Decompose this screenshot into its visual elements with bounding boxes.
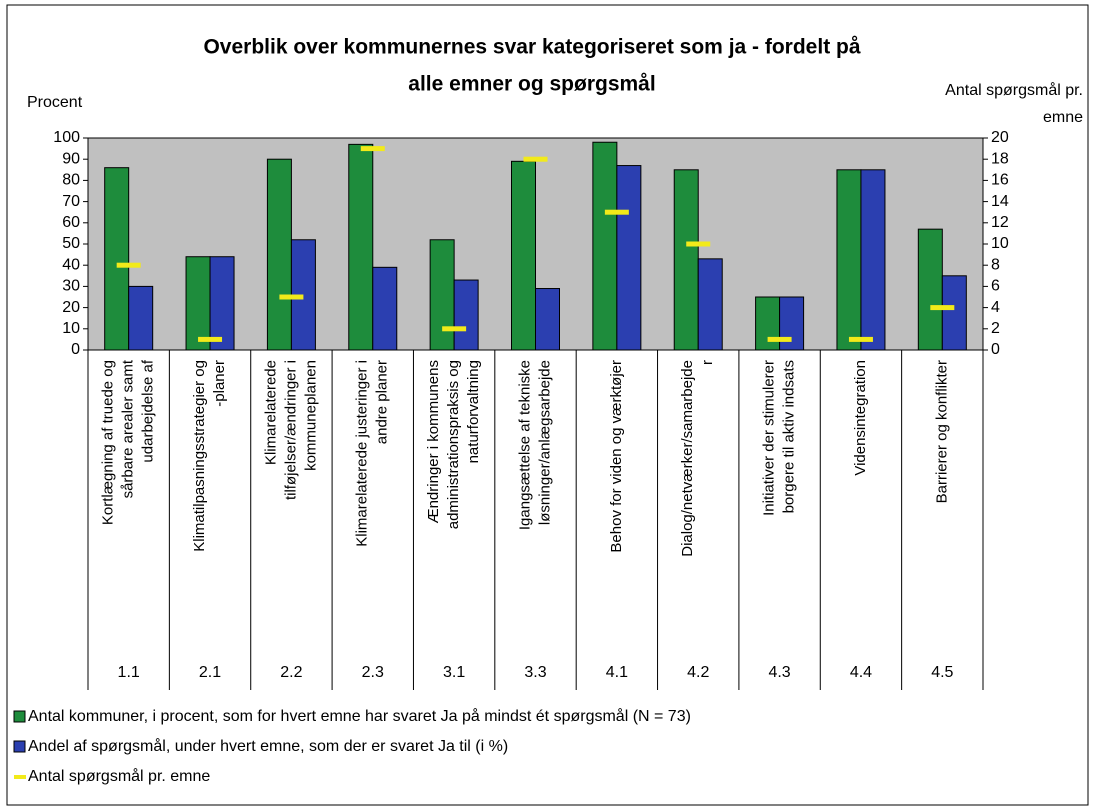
- bar: [128, 285, 154, 351]
- y-tick-label: 70: [62, 193, 80, 210]
- chart-title: Overblik over kommunernes svar kategoris…: [203, 36, 860, 59]
- legend-swatch: [14, 775, 26, 779]
- x-tick-label: Barrierer og konflikter: [933, 360, 950, 503]
- x-tick-label: Igangsættelse af tekniske: [516, 360, 533, 530]
- x-tick-label: -planer: [211, 360, 228, 407]
- y2-tick-label: 6: [991, 278, 1000, 295]
- y2-tick-label: 10: [991, 235, 1009, 252]
- bar: [209, 256, 235, 351]
- value-marker: [848, 336, 873, 342]
- x-tick-label: Behov for viden og værktøjer: [608, 360, 625, 553]
- x-tick-label: Kortlægning af truede og: [100, 360, 117, 525]
- bar: [266, 158, 292, 351]
- x-tick-label: r: [699, 360, 716, 365]
- y-tick-label: 0: [71, 341, 80, 358]
- y-tick-label: 10: [62, 320, 80, 337]
- bar: [453, 279, 479, 351]
- chart-title: alle emner og spørgsmål: [408, 73, 655, 96]
- category-code: 2.3: [362, 664, 384, 681]
- y2-tick-label: 0: [991, 341, 1000, 358]
- x-tick-label: Klimatilpasningsstrategier og: [191, 360, 208, 552]
- y2-tick-label: 4: [991, 299, 1000, 316]
- x-tick-label: Ændringer i kommunens: [425, 360, 442, 523]
- y2-tick-label: 2: [991, 320, 1000, 337]
- x-tick-label: løsninger/anlægsarbejde: [536, 360, 553, 525]
- x-tick-label: Vidensintegration: [852, 360, 869, 476]
- value-marker: [116, 262, 141, 268]
- bar: [860, 169, 886, 351]
- legend-swatch: [13, 740, 26, 753]
- y-tick-label: 50: [62, 235, 80, 252]
- category-code: 4.5: [931, 664, 953, 681]
- legend-label: Andel af spørgsmål, under hvert emne, so…: [28, 737, 508, 755]
- category-code: 4.1: [606, 664, 628, 681]
- bar: [535, 288, 560, 351]
- x-tick-label: tilføjelser/ændringer i: [282, 360, 299, 500]
- x-tick-label: naturforvaltning: [465, 360, 482, 463]
- bar: [779, 296, 805, 351]
- legend-swatch: [13, 710, 26, 723]
- y2-tick-label: 12: [991, 214, 1009, 231]
- y-tick-label: 100: [53, 129, 80, 146]
- bar: [348, 143, 374, 351]
- y2-tick-label: 20: [991, 129, 1009, 146]
- y2-tick-label: 16: [991, 172, 1009, 189]
- y2-tick-label: 18: [991, 150, 1009, 167]
- category-code: 4.3: [768, 664, 790, 681]
- bar: [616, 165, 642, 351]
- x-tick-label: Initiativer der stimulerer: [761, 360, 778, 516]
- x-tick-label: udarbejdelse af: [140, 359, 157, 462]
- bar: [941, 275, 967, 351]
- legend-label: Antal kommuner, i procent, som for hvert…: [28, 707, 691, 725]
- bar: [917, 228, 943, 351]
- x-tick-label: andre planer: [374, 360, 391, 444]
- category-code: 2.1: [199, 664, 221, 681]
- value-marker: [604, 209, 629, 215]
- category-code: 4.4: [850, 664, 872, 681]
- category-code: 2.2: [280, 664, 302, 681]
- x-tick-label: administrationspraksis og: [445, 360, 462, 529]
- x-tick-label: borgere til aktiv indsats: [781, 360, 798, 513]
- bar: [697, 258, 723, 351]
- bar: [673, 169, 699, 351]
- y-tick-label: 40: [62, 256, 80, 273]
- y2-tick-label: 14: [991, 193, 1009, 210]
- y-tick-label: 80: [62, 172, 80, 189]
- y-tick-label: 60: [62, 214, 80, 231]
- value-marker: [442, 326, 467, 332]
- bar: [755, 296, 781, 351]
- x-tick-label: sårbare arealer samt: [120, 359, 137, 498]
- x-tick-label: Dialog/netværker/samarbejde: [679, 360, 696, 557]
- category-code: 3.1: [443, 664, 465, 681]
- x-tick-label: Klimarelaterede: [262, 360, 279, 465]
- y2-axis-label: emne: [1043, 109, 1083, 126]
- legend-label: Antal spørgsmål pr. emne: [28, 767, 210, 785]
- value-marker: [686, 241, 711, 247]
- value-marker: [930, 305, 955, 311]
- y-tick-label: 20: [62, 299, 80, 316]
- bar: [836, 169, 862, 351]
- value-marker: [198, 336, 223, 342]
- bar: [511, 160, 536, 351]
- bar: [429, 239, 455, 351]
- value-marker: [767, 336, 792, 342]
- bar: [185, 256, 211, 351]
- category-code: 3.3: [524, 664, 546, 681]
- y-tick-label: 90: [62, 150, 80, 167]
- y2-tick-label: 8: [991, 256, 1000, 273]
- category-code: 1.1: [118, 664, 140, 681]
- value-marker: [279, 294, 304, 300]
- bar: [104, 167, 130, 351]
- bar: [592, 141, 618, 351]
- category-code: 4.2: [687, 664, 709, 681]
- x-tick-label: Klimarelaterede justeringer i: [354, 360, 371, 547]
- y-tick-label: 30: [62, 278, 80, 295]
- value-marker: [360, 146, 385, 152]
- x-tick-label: kommuneplanen: [302, 360, 319, 471]
- value-marker: [523, 156, 548, 162]
- y-axis-label: Procent: [27, 94, 83, 111]
- bar: [372, 266, 398, 351]
- y2-axis-label: Antal spørgsmål pr.: [945, 81, 1083, 99]
